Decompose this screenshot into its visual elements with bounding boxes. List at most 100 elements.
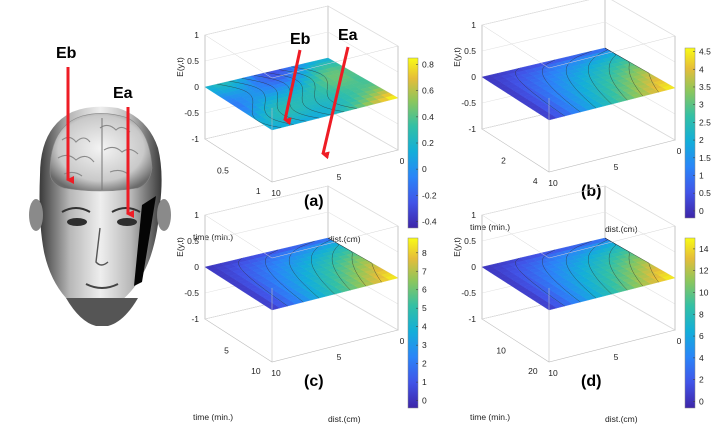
colorbar <box>407 237 419 409</box>
contour-line <box>229 80 294 125</box>
colorbar-tick-label: 4 <box>699 353 704 363</box>
contour-line <box>291 66 357 109</box>
colorbar-tick-label: 2 <box>699 375 704 385</box>
z-tick-label: 0.5 <box>464 46 476 56</box>
panel-label: (d) <box>581 373 601 390</box>
z-gridline <box>327 31 399 73</box>
colorbar-tick-label: 0 <box>699 206 704 216</box>
contour-line <box>327 237 351 291</box>
z-tick-label: -0.5 <box>184 108 199 118</box>
z-tick-label: -0.5 <box>461 288 476 298</box>
x-tick-label: 5 <box>224 345 229 355</box>
z-axis-label: E(y,t) <box>452 47 462 67</box>
colorbar-tick-label: 0 <box>699 396 704 406</box>
z-gridline <box>604 211 676 253</box>
colorbar-tick-label: 10 <box>699 287 709 297</box>
z-tick-label: -1 <box>191 314 199 324</box>
box-edge <box>481 214 550 259</box>
contour-line <box>588 237 612 295</box>
x-axis-label: time (min.) <box>193 232 233 242</box>
head-label-ea: Ea <box>113 85 133 102</box>
colorbar-tick-label: 2 <box>699 135 704 145</box>
colorbar-tick-label: 3 <box>422 340 427 350</box>
colorbar-tick-label: -0.2 <box>422 190 437 200</box>
z-gridline <box>204 211 329 242</box>
colorbar-tick-label: 4 <box>699 64 704 74</box>
contour-line <box>604 237 659 283</box>
z-gridline <box>327 289 399 331</box>
contour-line <box>515 258 565 307</box>
colorbar-tick-label: 2 <box>422 359 427 369</box>
z-tick-label: 0.5 <box>187 236 199 246</box>
colorbar-tick-label: 1 <box>422 377 427 387</box>
colorbar-tick-label: 0 <box>422 164 427 174</box>
y-tick-label: 5 <box>337 172 342 182</box>
z-gridline <box>327 109 399 151</box>
contour-line <box>265 249 304 303</box>
contour-line <box>604 237 628 291</box>
panel-label: (b) <box>581 183 601 200</box>
z-gridline <box>481 21 606 52</box>
z-gridline <box>204 31 329 62</box>
y-tick-label: 5 <box>614 352 619 362</box>
contour-line <box>542 59 581 113</box>
plot-label-eb: Eb <box>290 31 311 48</box>
colorbar-tick-label: 14 <box>699 244 709 254</box>
contour-line <box>515 68 565 117</box>
x-axis-label: time (min.) <box>470 412 510 422</box>
z-tick-label: -0.5 <box>461 98 476 108</box>
z-gridline <box>481 211 606 242</box>
colorbar-tick-label: 0.6 <box>422 86 434 96</box>
box-edge <box>481 24 550 69</box>
z-tick-label: 0.5 <box>187 56 199 66</box>
z-gridline <box>204 185 329 216</box>
z-gridline <box>204 5 329 36</box>
panel-label: (a) <box>304 193 324 210</box>
colorbar-tick-label: 0.4 <box>422 112 434 122</box>
contour-line <box>311 237 335 295</box>
box-edge <box>548 35 676 69</box>
x-tick-label: 2 <box>501 155 506 165</box>
colorbar-tick-label: 0.5 <box>699 188 711 198</box>
z-tick-label: -0.5 <box>184 288 199 298</box>
colorbar-tick-label: 4.5 <box>699 47 711 57</box>
contour-line <box>604 47 659 93</box>
colorbar-tick-label: 8 <box>699 309 704 319</box>
z-gridline <box>327 5 399 47</box>
contour-line <box>604 47 628 101</box>
head-label-eb: Eb <box>56 45 77 62</box>
y-axis-label: dist.(cm) <box>328 234 361 244</box>
y-tick-label: 10 <box>548 178 558 188</box>
colorbar-tick-label: 0 <box>422 396 427 406</box>
contour-line <box>238 258 288 307</box>
x-axis-label: time (min.) <box>193 412 233 422</box>
z-gridline <box>611 0 676 37</box>
z-tick-label: 1 <box>194 30 199 40</box>
x-tick-label: 0.5 <box>217 165 229 175</box>
box-edge <box>271 45 399 79</box>
z-tick-label: 0.5 <box>464 236 476 246</box>
plot-arrow-eb <box>283 49 302 126</box>
z-tick-label: -1 <box>468 124 476 134</box>
contour-line <box>278 69 345 112</box>
z-tick-label: 1 <box>194 210 199 220</box>
x-axis-label: time (min.) <box>470 222 510 232</box>
colorbar-tick-label: 6 <box>422 285 427 295</box>
colorbar-tick-label: -0.4 <box>422 216 437 226</box>
x-tick-label: 10 <box>496 345 506 355</box>
y-tick-label: 0 <box>400 336 405 346</box>
colorbar-tick-label: 4 <box>422 322 427 332</box>
x-tick-label: 4 <box>533 176 538 186</box>
z-tick-label: -1 <box>191 134 199 144</box>
colorbar <box>684 47 696 219</box>
colorbar-tick-label: 12 <box>699 266 709 276</box>
contour-line <box>565 50 597 109</box>
y-tick-label: 10 <box>548 368 558 378</box>
z-gridline <box>327 185 399 227</box>
contour-line <box>327 237 382 283</box>
